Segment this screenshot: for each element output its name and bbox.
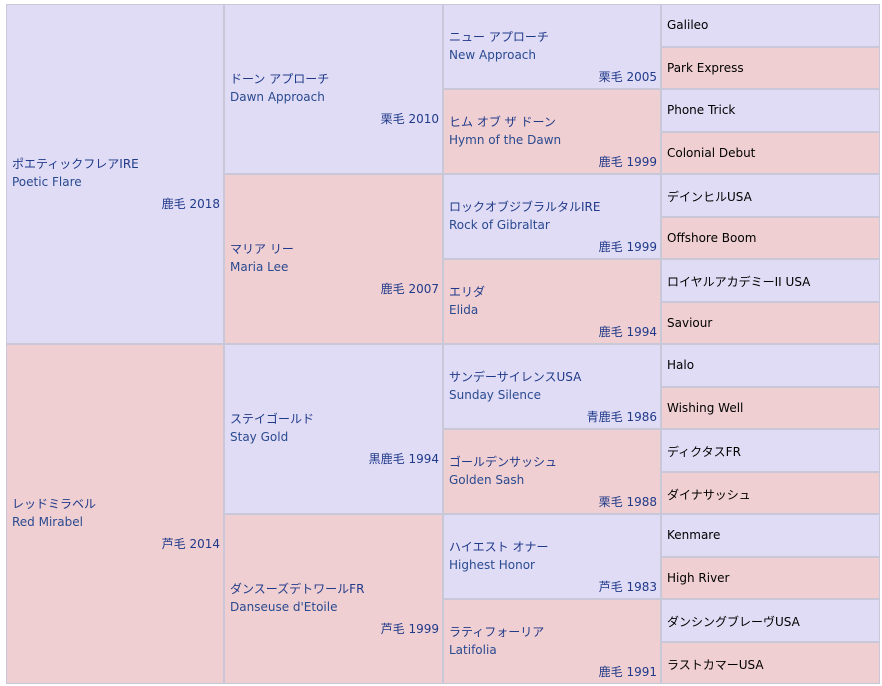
gen4-cell-11: ディクタスFR bbox=[661, 429, 880, 472]
horse-name-en: Rock of Gibraltar bbox=[449, 217, 550, 232]
horse-name-en: Sunday Silence bbox=[449, 387, 541, 402]
horse-name-ja[interactable]: ラティフォーリア bbox=[449, 624, 545, 639]
horse-name-en: Hymn of the Dawn bbox=[449, 132, 562, 147]
horse-name-ja[interactable]: ハイエスト オナー bbox=[449, 539, 549, 554]
horse-name-ja[interactable]: サンデーサイレンスUSA bbox=[449, 369, 582, 384]
gen2-cell-3: ステイゴールド Stay Gold 黒鹿毛 1994 bbox=[224, 344, 443, 514]
gen1-cell-2: レッドミラベル Red Mirabel 芦毛 2014 bbox=[6, 344, 224, 684]
gen4-cell-3: Phone Trick bbox=[661, 89, 880, 132]
horse-name-ja[interactable]: マリア リー bbox=[230, 242, 294, 256]
gen2-cell-4: ダンスーズデトワールFR Danseuse d'Etoile 芦毛 1999 bbox=[224, 514, 443, 684]
coat-color-year: 芦毛 1983 bbox=[598, 579, 657, 594]
coat-color-year: 黒鹿毛 1994 bbox=[368, 452, 439, 466]
ancestor-name[interactable]: ダイナサッシュ bbox=[667, 487, 751, 502]
ancestor-name[interactable]: Wishing Well bbox=[667, 400, 744, 415]
horse-name-ja[interactable]: レッドミラベル bbox=[12, 497, 97, 511]
horse-name-ja[interactable]: ステイゴールド bbox=[230, 412, 315, 426]
coat-color-year: 鹿毛 2007 bbox=[380, 282, 439, 296]
coat-color-year: 栗毛 1988 bbox=[598, 494, 657, 509]
gen3-cell-8: ラティフォーリア Latifolia 鹿毛 1991 bbox=[443, 599, 661, 684]
horse-name-ja[interactable]: ドーン アプローチ bbox=[230, 72, 330, 86]
coat-color-year: 栗毛 2005 bbox=[598, 69, 657, 84]
gen3-cell-5: サンデーサイレンスUSA Sunday Silence 青鹿毛 1986 bbox=[443, 344, 661, 429]
gen4-cell-14: High River bbox=[661, 556, 880, 599]
horse-name-en: New Approach bbox=[449, 47, 536, 62]
horse-name-en: Highest Honor bbox=[449, 557, 535, 572]
gen4-cell-8: Saviour bbox=[661, 301, 880, 344]
gen3-cell-4: エリダ Elida 鹿毛 1994 bbox=[443, 259, 661, 344]
coat-color-year: 栗毛 2010 bbox=[380, 112, 439, 126]
horse-name-en: Maria Lee bbox=[230, 260, 289, 274]
horse-name-ja[interactable]: ゴールデンサッシュ bbox=[449, 454, 558, 469]
gen4-cell-6: Offshore Boom bbox=[661, 216, 880, 259]
ancestor-name[interactable]: デインヒルUSA bbox=[667, 190, 752, 205]
ancestor-name[interactable]: Saviour bbox=[667, 315, 713, 330]
gen4-cell-16: ラストカマーUSA bbox=[661, 641, 880, 684]
coat-color-year: 鹿毛 1999 bbox=[598, 239, 657, 254]
gen4-cell-15: ダンシングブレーヴUSA bbox=[661, 599, 880, 642]
gen4-cell-13: Kenmare bbox=[661, 514, 880, 557]
ancestor-name[interactable]: ロイヤルアカデミーII USA bbox=[667, 275, 811, 290]
ancestor-name[interactable]: High River bbox=[667, 570, 730, 585]
horse-name-en: Stay Gold bbox=[230, 430, 289, 444]
horse-name-ja[interactable]: エリダ bbox=[449, 284, 486, 299]
gen4-cell-7: ロイヤルアカデミーII USA bbox=[661, 259, 880, 302]
gen2-cell-1: ドーン アプローチ Dawn Approach 栗毛 2010 bbox=[224, 4, 443, 174]
horse-name-ja[interactable]: ニュー アプローチ bbox=[449, 29, 549, 44]
horse-name-en: Red Mirabel bbox=[12, 515, 83, 529]
gen3-cell-6: ゴールデンサッシュ Golden Sash 栗毛 1988 bbox=[443, 429, 661, 514]
gen2-cell-2: マリア リー Maria Lee 鹿毛 2007 bbox=[224, 174, 443, 344]
gen4-cell-10: Wishing Well bbox=[661, 386, 880, 429]
coat-color-year: 青鹿毛 1986 bbox=[586, 409, 657, 424]
ancestor-name[interactable]: Colonial Debut bbox=[667, 145, 756, 160]
gen3-cell-3: ロックオブジブラルタルIRE Rock of Gibraltar 鹿毛 1999 bbox=[443, 174, 661, 259]
coat-color-year: 鹿毛 1994 bbox=[598, 324, 657, 339]
gen4-cell-12: ダイナサッシュ bbox=[661, 471, 880, 514]
ancestor-name[interactable]: ディクタスFR bbox=[667, 445, 741, 460]
gen4-cell-9: Halo bbox=[661, 344, 880, 387]
ancestor-name[interactable]: Phone Trick bbox=[667, 103, 736, 118]
horse-name-en: Poetic Flare bbox=[12, 175, 82, 189]
gen3-cell-1: ニュー アプローチ New Approach 栗毛 2005 bbox=[443, 4, 661, 89]
gen4-cell-4: Colonial Debut bbox=[661, 131, 880, 174]
ancestor-name[interactable]: Galileo bbox=[667, 18, 709, 33]
coat-color-year: 鹿毛 2018 bbox=[161, 197, 220, 211]
horse-name-en: Elida bbox=[449, 302, 479, 317]
ancestor-name[interactable]: Park Express bbox=[667, 60, 744, 75]
horse-name-ja[interactable]: ロックオブジブラルタルIRE bbox=[449, 199, 601, 214]
gen3-cell-7: ハイエスト オナー Highest Honor 芦毛 1983 bbox=[443, 514, 661, 599]
gen4-cell-1: Galileo bbox=[661, 4, 880, 47]
pedigree-table: ポエティックフレアIRE Poetic Flare 鹿毛 2018 レッドミラベル Re… bbox=[6, 4, 880, 684]
gen1-cell-1: ポエティックフレアIRE Poetic Flare 鹿毛 2018 bbox=[6, 4, 224, 344]
horse-name-ja[interactable]: ポエティックフレアIRE bbox=[12, 157, 139, 171]
ancestor-name[interactable]: Kenmare bbox=[667, 528, 721, 543]
horse-name-en: Golden Sash bbox=[449, 472, 525, 487]
coat-color-year: 鹿毛 1999 bbox=[598, 154, 657, 169]
ancestor-name[interactable]: Offshore Boom bbox=[667, 230, 757, 245]
ancestor-name[interactable]: Halo bbox=[667, 358, 695, 373]
horse-name-ja[interactable]: ダンスーズデトワールFR bbox=[230, 582, 365, 596]
ancestor-name[interactable]: ラストカマーUSA bbox=[667, 657, 764, 672]
coat-color-year: 芦毛 1999 bbox=[380, 622, 439, 636]
gen4-cell-5: デインヒルUSA bbox=[661, 174, 880, 217]
horse-name-en: Dawn Approach bbox=[230, 90, 325, 104]
coat-color-year: 芦毛 2014 bbox=[161, 537, 220, 551]
ancestor-name[interactable]: ダンシングブレーヴUSA bbox=[667, 615, 800, 630]
horse-name-ja[interactable]: ヒム オブ ザ ドーン bbox=[449, 114, 556, 129]
horse-name-en: Danseuse d'Etoile bbox=[230, 600, 338, 614]
horse-name-en: Latifolia bbox=[449, 642, 497, 657]
gen3-cell-2: ヒム オブ ザ ドーン Hymn of the Dawn 鹿毛 1999 bbox=[443, 89, 661, 174]
coat-color-year: 鹿毛 1991 bbox=[598, 664, 657, 679]
gen4-cell-2: Park Express bbox=[661, 46, 880, 89]
